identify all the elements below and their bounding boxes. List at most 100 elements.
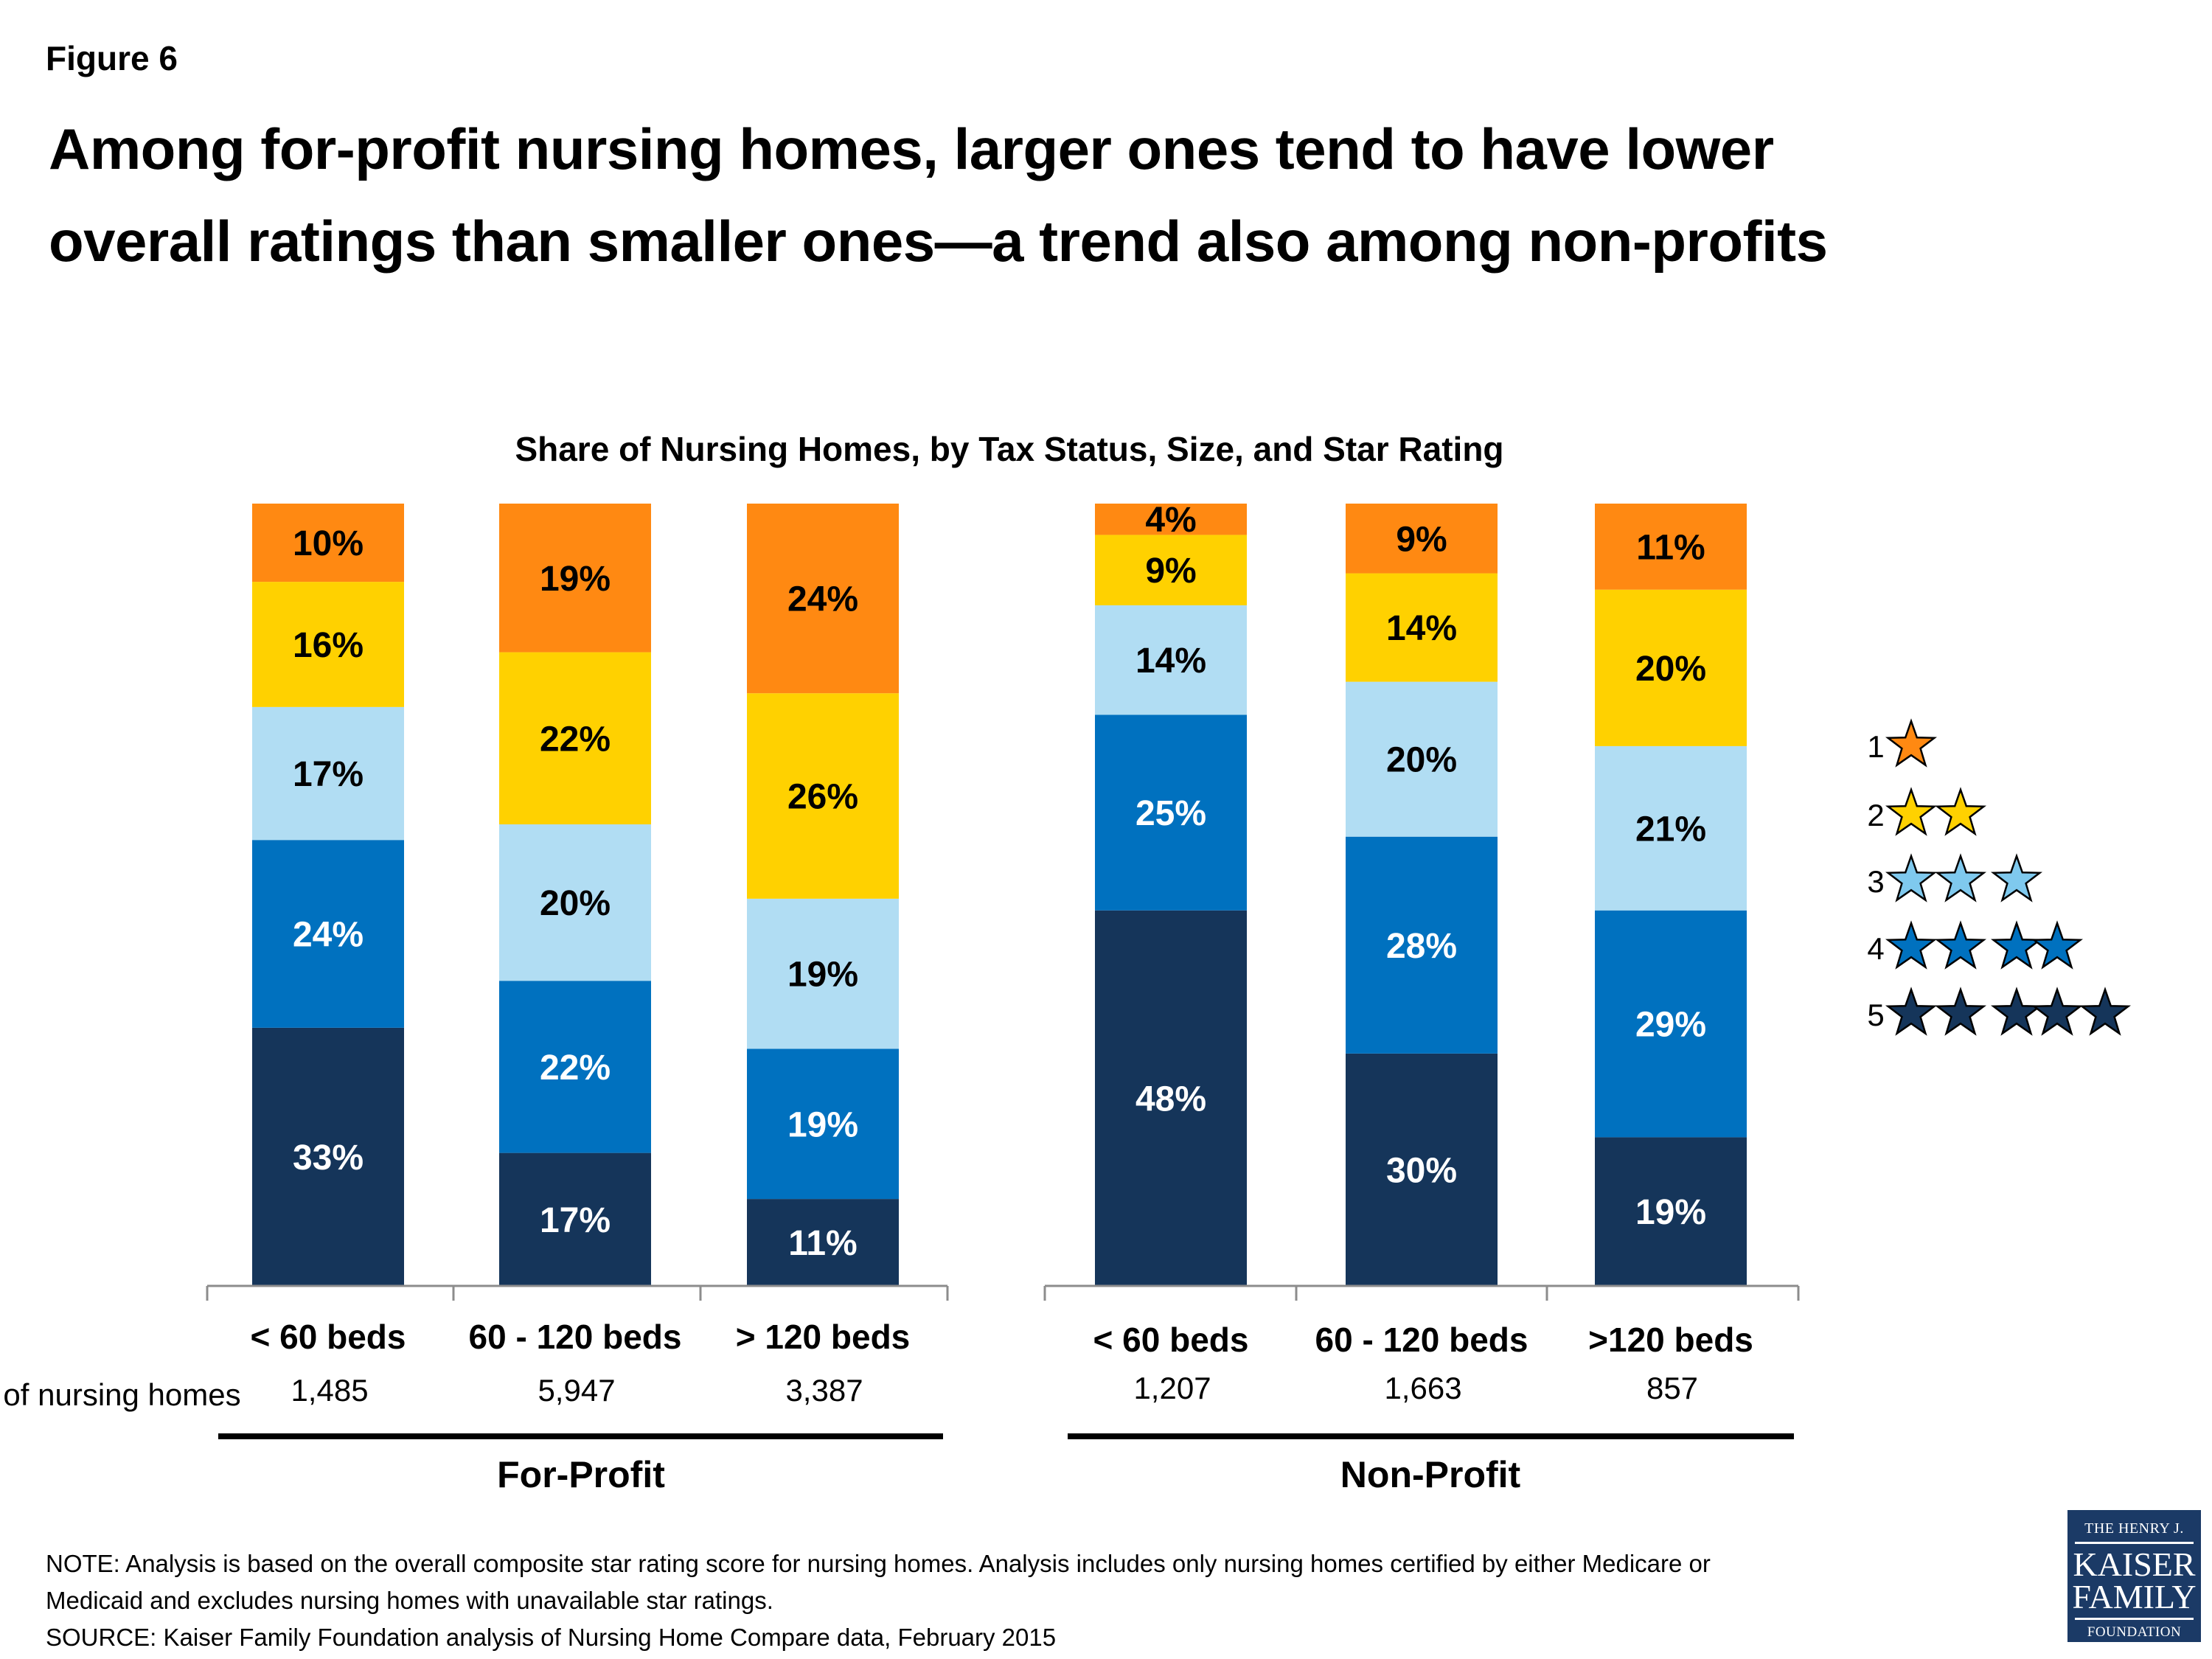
count-label: 1,207: [1133, 1371, 1211, 1405]
bar-segment-5-star: [1346, 1053, 1498, 1286]
legend-label-2: 2: [1867, 798, 1885, 832]
star-icon: [1934, 853, 1987, 902]
legend-label-5: 5: [1867, 998, 1885, 1032]
bar-segment-3-star: [747, 898, 899, 1049]
row-label-nursing-homes: # of nursing homes: [0, 1377, 241, 1412]
star-icon: [1885, 987, 1938, 1036]
star-icon: [1990, 853, 2043, 902]
notes: NOTE: Analysis is based on the overall c…: [46, 1545, 1711, 1656]
data-label: 19%: [1635, 1193, 1706, 1232]
data-label: 9%: [1145, 552, 1196, 591]
logo-line-3: FAMILY: [2072, 1578, 2197, 1615]
bar-segment-4-star: [1595, 910, 1747, 1138]
page-title: Among for-profit nursing homes, larger o…: [49, 103, 1828, 288]
data-label: 16%: [293, 626, 364, 665]
data-label: 14%: [1386, 609, 1457, 648]
bar-segment-5-star: [747, 1199, 899, 1286]
non-profit-divider: [1068, 1433, 1794, 1439]
data-label: 30%: [1386, 1151, 1457, 1190]
star-icon: [1885, 787, 1938, 836]
star-icon: [2079, 987, 2132, 1036]
title-line-1: Among for-profit nursing homes, larger o…: [49, 116, 1774, 181]
data-label: 22%: [540, 720, 611, 759]
title-line-2: overall ratings than smaller ones—a tren…: [49, 209, 1828, 274]
bar-segment-5-star: [499, 1152, 651, 1286]
group-label-non-profit: Non-Profit: [1340, 1454, 1521, 1495]
data-label: 10%: [293, 524, 364, 563]
logo-line-2: KAISER: [2073, 1545, 2196, 1583]
kff-logo: THE HENRY J. KAISER FAMILY FOUNDATION: [2067, 1510, 2201, 1642]
note-line-1: NOTE: Analysis is based on the overall c…: [46, 1550, 1711, 1577]
bar-segment-4-star: [1346, 836, 1498, 1054]
legend-label-4: 4: [1867, 931, 1885, 966]
bar-segment-3-star: [1346, 681, 1498, 837]
bar-segment-4-star: [747, 1048, 899, 1200]
data-label: 19%: [787, 1105, 858, 1144]
bar-segment-5-star: [1095, 910, 1247, 1286]
star-icon: [1885, 853, 1938, 902]
star-icon: [1990, 987, 2043, 1036]
data-label: 22%: [540, 1048, 611, 1088]
bar-segment-2-star: [1346, 573, 1498, 682]
data-label: 25%: [1135, 794, 1206, 833]
chart-title: Share of Nursing Homes, by Tax Status, S…: [515, 430, 1504, 468]
bar-segment-1-star: [1095, 504, 1247, 535]
bar-segment-2-star: [252, 582, 404, 707]
bar-segment-1-star: [1346, 504, 1498, 574]
bar-segment-1-star: [499, 504, 651, 653]
bar-segment-3-star: [252, 706, 404, 841]
bar-segment-1-star: [747, 504, 899, 694]
bar-segment-1-star: [252, 504, 404, 582]
data-label: 9%: [1396, 520, 1447, 559]
bar-segment-4-star: [499, 981, 651, 1153]
legend-label-3: 3: [1867, 864, 1885, 899]
data-label: 17%: [540, 1201, 611, 1240]
bar-segment-4-star: [252, 840, 404, 1028]
star-icon: [1934, 787, 1987, 836]
bar-segment-5-star: [252, 1027, 404, 1286]
data-label: 20%: [1386, 741, 1457, 780]
bar-segment-4-star: [1095, 714, 1247, 911]
star-icon: [1934, 920, 1987, 970]
figure-label: Figure 6: [46, 39, 178, 77]
bar-segment-3-star: [1595, 745, 1747, 911]
category-label: > 120 beds: [735, 1318, 911, 1356]
note-line-2: Medicaid and excludes nursing homes with…: [46, 1587, 773, 1614]
data-label: 14%: [1135, 641, 1206, 681]
bar-segment-2-star: [499, 652, 651, 825]
star-icon: [1885, 920, 1938, 970]
bar-segment-1-star: [1595, 504, 1747, 590]
data-label: 19%: [787, 956, 858, 995]
for-profit-divider: [218, 1433, 943, 1439]
data-label: 24%: [787, 580, 858, 619]
category-label: 60 - 120 beds: [1315, 1321, 1528, 1359]
count-label: 3,387: [785, 1373, 863, 1408]
legend-label-1: 1: [1867, 729, 1885, 764]
data-label: 29%: [1635, 1006, 1706, 1045]
category-label: < 60 beds: [1093, 1321, 1249, 1359]
count-label: 1,663: [1384, 1371, 1462, 1405]
data-label: 17%: [293, 755, 364, 794]
count-label: 857: [1646, 1371, 1699, 1405]
bar-segment-2-star: [1095, 535, 1247, 605]
category-label: >120 beds: [1588, 1321, 1753, 1359]
data-label: 26%: [787, 778, 858, 817]
count-label: 1,485: [291, 1373, 369, 1408]
bar-segment-2-star: [1595, 589, 1747, 746]
count-label: 5,947: [538, 1373, 616, 1408]
data-label: 48%: [1135, 1079, 1206, 1119]
category-label: 60 - 120 beds: [468, 1318, 682, 1356]
data-label: 28%: [1386, 927, 1457, 966]
data-label: 24%: [293, 916, 364, 955]
data-label: 33%: [293, 1138, 364, 1178]
bar-segment-2-star: [747, 693, 899, 899]
category-label: < 60 beds: [250, 1318, 406, 1356]
star-icon: [1885, 718, 1938, 768]
bar-segment-3-star: [1095, 605, 1247, 715]
group-label-for-profit: For-Profit: [497, 1454, 665, 1495]
data-label: 11%: [788, 1224, 857, 1263]
bar-segment-5-star: [1595, 1137, 1747, 1286]
data-label: 19%: [540, 560, 611, 599]
logo-line-1: THE HENRY J.: [2084, 1520, 2184, 1537]
